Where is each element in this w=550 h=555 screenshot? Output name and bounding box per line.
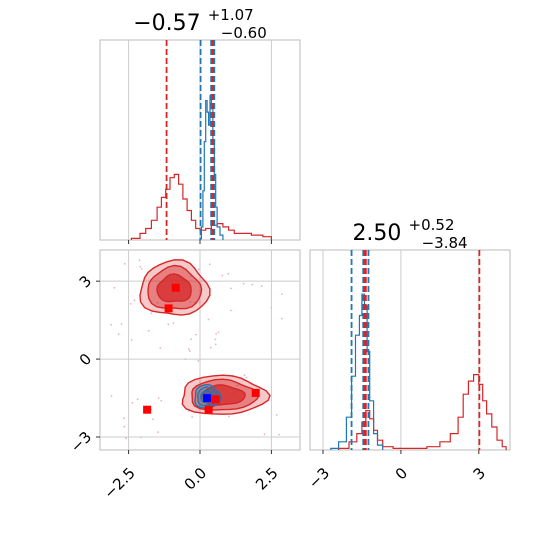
panel-top-left-title-median: −0.57 bbox=[133, 11, 200, 36]
bl-sample-point bbox=[123, 425, 126, 428]
bl-sample-point bbox=[281, 293, 283, 295]
bl-sample-point bbox=[159, 347, 162, 349]
bl-sample-point bbox=[228, 415, 230, 418]
bl-sample-point bbox=[245, 376, 248, 379]
bl-sample-point bbox=[270, 306, 273, 309]
bl-sample-point bbox=[195, 333, 197, 336]
panel-bottom-right: 2.50 +0.52 −3.84 −3 0 3 bbox=[305, 215, 511, 492]
bl-sample-point bbox=[136, 398, 139, 400]
bl-sample-point bbox=[125, 437, 127, 440]
bl-sample-point bbox=[260, 285, 263, 288]
br-xtick-label-2: 3 bbox=[470, 464, 489, 483]
br-xtick-label-0: −3 bbox=[305, 464, 333, 492]
bl-sample-point bbox=[188, 350, 191, 352]
panel-top-left: −0.57 +1.07 −0.60 bbox=[99, 5, 301, 244]
tl-hist-series-1 bbox=[199, 95, 224, 240]
panel-bottom-right-title: 2.50 +0.52 −3.84 bbox=[352, 215, 467, 252]
bl-xtick-label-0: −2.5 bbox=[100, 464, 138, 502]
bl-sample-point bbox=[263, 433, 266, 436]
bl-marker-2 bbox=[143, 405, 152, 414]
bl-sample-point bbox=[139, 436, 142, 439]
bl-sample-point bbox=[156, 301, 159, 304]
tl-hist-series-0 bbox=[130, 173, 272, 240]
bl-sample-point bbox=[129, 303, 132, 305]
bl-sample-point bbox=[198, 301, 201, 304]
bl-marker-6 bbox=[203, 394, 212, 403]
bl-sample-point bbox=[140, 268, 143, 270]
bl-sample-point bbox=[214, 338, 217, 341]
panel-bottom-right-title-plus: +0.52 bbox=[409, 216, 455, 234]
bl-sample-point bbox=[172, 322, 175, 324]
br-xtick-label-1: 0 bbox=[392, 464, 411, 483]
bl-sample-point bbox=[138, 259, 141, 262]
bl-marker-1 bbox=[164, 304, 173, 313]
bl-sample-point bbox=[207, 318, 210, 321]
bl-sample-point bbox=[278, 433, 280, 436]
panel-bottom-left: −2.5 0.0 2.5 −3 0 3 bbox=[67, 249, 301, 502]
bl-marker-4 bbox=[211, 395, 220, 404]
bl-sample-point bbox=[197, 360, 200, 362]
bl-marker-0 bbox=[171, 283, 180, 292]
br-hist-series-0 bbox=[338, 374, 507, 450]
bl-sample-point bbox=[147, 329, 150, 332]
bl-sample-point bbox=[184, 358, 187, 360]
bl-sample-point bbox=[227, 272, 230, 275]
bl-sample-point bbox=[242, 282, 245, 285]
panel-top-left-title: −0.57 +1.07 −0.60 bbox=[133, 5, 267, 42]
bl-sample-point bbox=[215, 333, 218, 335]
bl-sample-point bbox=[110, 395, 113, 397]
bl-sample-point bbox=[230, 287, 232, 290]
bl-sample-point bbox=[190, 338, 193, 340]
panel-bottom-right-title-minus: −3.84 bbox=[422, 234, 468, 252]
bl-sample-point bbox=[123, 262, 126, 265]
bl-sample-point bbox=[217, 331, 220, 334]
bl-sample-point bbox=[113, 286, 116, 289]
bl-sample-point bbox=[243, 374, 246, 377]
br-hist-series-1 bbox=[330, 293, 384, 450]
panel-bottom-right-frame bbox=[309, 249, 511, 451]
bl-marker-3 bbox=[204, 405, 213, 414]
panel-bottom-right-title-median: 2.50 bbox=[352, 221, 401, 246]
bl-sample-point bbox=[117, 333, 120, 336]
bl-sample-point bbox=[188, 348, 190, 351]
panel-top-left-title-plus: +1.07 bbox=[208, 6, 254, 24]
bl-sample-point bbox=[133, 299, 136, 302]
bl-sample-point bbox=[130, 339, 133, 341]
bl-sample-point bbox=[152, 418, 154, 420]
bl-sample-point bbox=[230, 309, 232, 312]
bl-sample-point bbox=[208, 263, 211, 266]
bl-ytick-label-2: 3 bbox=[76, 272, 95, 291]
bl-sample-point bbox=[198, 268, 200, 271]
bl-sample-point bbox=[251, 283, 254, 286]
bl-sample-point bbox=[189, 301, 192, 303]
panel-top-left-title-minus: −0.60 bbox=[221, 24, 267, 42]
bl-sample-point bbox=[167, 323, 170, 326]
bl-ytick-label-1: 0 bbox=[76, 350, 95, 369]
bl-sample-point bbox=[191, 416, 194, 418]
bl-sample-point bbox=[210, 346, 212, 349]
bl-sample-point bbox=[236, 384, 239, 387]
bl-ytick-label-0: −3 bbox=[67, 428, 95, 456]
bl-sample-point bbox=[157, 431, 159, 434]
bl-sample-point bbox=[123, 417, 125, 420]
bl-sample-point bbox=[157, 397, 160, 399]
bl-sample-point bbox=[221, 274, 224, 277]
bl-sample-point bbox=[110, 323, 113, 326]
bl-marker-5 bbox=[251, 388, 260, 397]
bl-sample-point bbox=[139, 265, 142, 268]
bl-sample-point bbox=[275, 414, 278, 416]
bl-sample-point bbox=[120, 323, 123, 325]
bl-sample-point bbox=[160, 399, 163, 402]
bl-sample-point bbox=[281, 317, 283, 320]
bl-sample-point bbox=[214, 343, 217, 346]
bl-sample-point bbox=[150, 312, 153, 315]
bl-xtick-label-2: 2.5 bbox=[252, 464, 282, 494]
bl-sample-point bbox=[131, 401, 134, 404]
bl-xtick-label-1: 0.0 bbox=[181, 464, 211, 494]
